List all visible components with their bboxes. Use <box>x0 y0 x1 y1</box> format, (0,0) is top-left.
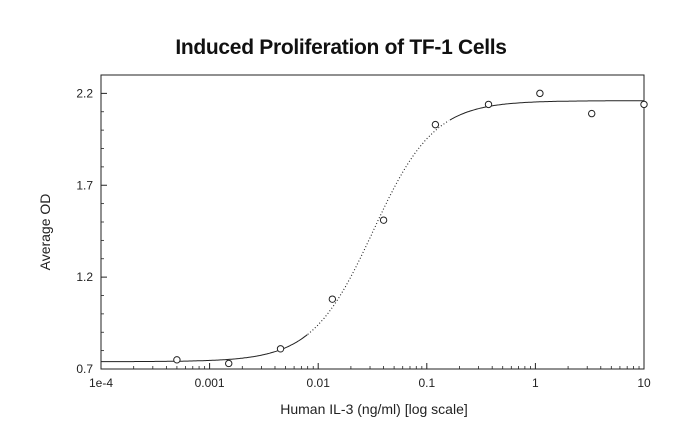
y-tick-label: 1.7 <box>76 178 93 192</box>
y-axis-title: Average OD <box>37 194 53 271</box>
data-point <box>588 109 596 118</box>
data-point <box>379 216 388 224</box>
data-points <box>173 89 648 368</box>
data-point <box>484 100 493 109</box>
fit-curve-middle <box>307 120 450 335</box>
data-point <box>431 120 440 129</box>
chart-title: Induced Proliferation of TF-1 Cells <box>175 36 507 59</box>
data-point <box>225 359 233 368</box>
x-tick-label: 0.01 <box>307 376 331 390</box>
y-axis-ticks: 0.7 1.2 1.7 2.2 <box>76 74 107 376</box>
data-point <box>173 356 181 364</box>
x-axis-ticks: 1e-4 0.001 0.01 0.1 1 10 <box>89 363 651 390</box>
y-tick-label: 0.7 <box>76 362 93 376</box>
data-point <box>276 345 285 353</box>
fit-curve <box>101 100 644 363</box>
x-tick-label: 1 <box>532 376 539 390</box>
data-point <box>640 100 648 109</box>
y-tick-label: 2.2 <box>76 86 93 100</box>
x-tick-label: 10 <box>637 376 651 390</box>
x-axis-title: Human IL-3 (ng/ml) [log scale] <box>280 401 468 417</box>
axes <box>100 74 645 370</box>
data-point <box>536 89 544 98</box>
data-point <box>328 295 337 303</box>
x-tick-label: 0.1 <box>418 376 435 390</box>
plot-frame <box>100 74 645 370</box>
fit-curve-lower <box>101 334 308 363</box>
x-tick-label: 0.001 <box>195 376 225 390</box>
y-tick-label: 1.2 <box>76 270 93 284</box>
x-tick-label: 1e-4 <box>89 376 113 390</box>
fit-curve-upper <box>449 100 644 121</box>
